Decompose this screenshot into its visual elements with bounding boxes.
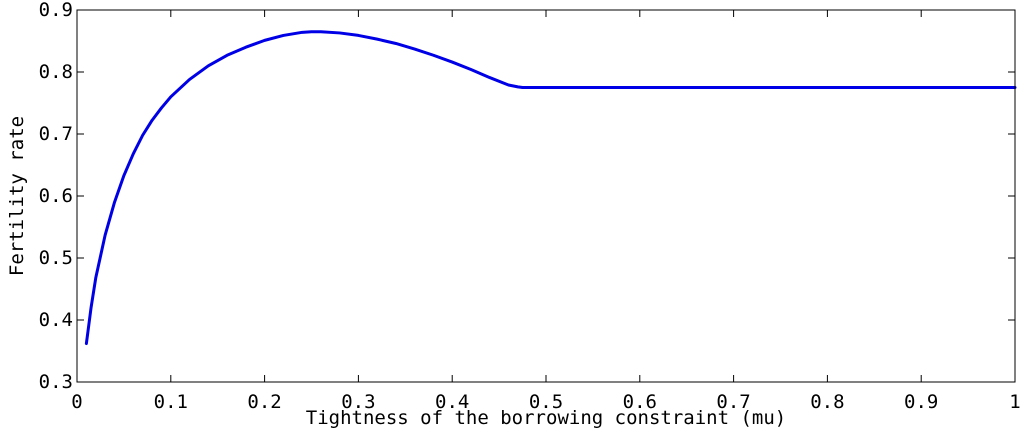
x-tick-label: 0.1 [154, 391, 188, 413]
tick-marks [76, 9, 1016, 383]
x-axis-label: Tightness of the borrowing constraint (m… [306, 407, 786, 429]
plot-frame [76, 9, 1016, 383]
y-tick-label: 0.3 [39, 371, 73, 393]
x-tick-label: 0.6 [623, 391, 657, 413]
y-tick-labels: 0.3 0.4 0.5 0.6 0.7 0.8 0.9 [39, 0, 73, 393]
x-tick-labels: 0 0.1 0.2 0.3 0.4 0.5 0.6 0.7 0.8 0.9 1 [71, 391, 1020, 413]
x-tick-label: 0.4 [435, 391, 469, 413]
x-tick-label: 1 [1009, 391, 1020, 413]
y-tick-label: 0.4 [39, 309, 73, 331]
x-tick-label: 0.2 [247, 391, 281, 413]
x-tick-label: 0.8 [810, 391, 844, 413]
x-tick-label: 0.7 [716, 391, 750, 413]
y-tick-label: 0.9 [39, 0, 73, 21]
y-tick-label: 0.5 [39, 247, 73, 269]
x-tick-label: 0.9 [904, 391, 938, 413]
y-axis-label: Fertility rate [6, 116, 28, 276]
series-layer [84, 30, 1017, 346]
y-tick-label: 0.8 [39, 61, 73, 83]
x-tick-label: 0.5 [529, 391, 563, 413]
y-tick-label: 0.6 [39, 185, 73, 207]
y-tick-label: 0.7 [39, 123, 73, 145]
x-tick-label: 0 [71, 391, 82, 413]
x-tick-label: 0.3 [341, 391, 375, 413]
series-line [84, 30, 1017, 346]
